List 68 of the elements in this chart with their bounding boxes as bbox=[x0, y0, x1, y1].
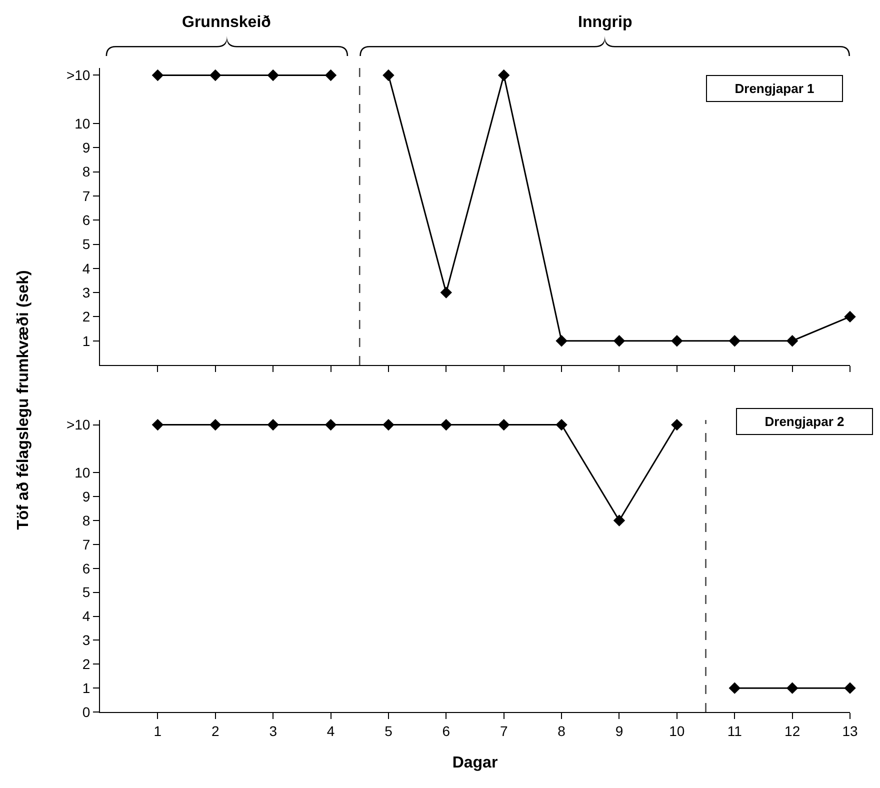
x-tick-label: 5 bbox=[384, 722, 393, 739]
point bbox=[498, 418, 510, 431]
point bbox=[267, 69, 279, 82]
y-tick-label: 6 bbox=[82, 212, 90, 228]
x-tick-label: 10 bbox=[669, 722, 685, 739]
y-tick-label: 4 bbox=[82, 608, 90, 624]
point bbox=[728, 682, 740, 694]
point bbox=[152, 69, 164, 82]
point bbox=[728, 335, 740, 347]
point bbox=[671, 335, 683, 347]
y-axis-title: Töf að félagslegu frumkvæði (sek) bbox=[15, 270, 33, 530]
y-tick-label: 6 bbox=[82, 560, 90, 576]
x-tick-label: 11 bbox=[727, 722, 742, 739]
x-axis-title: Dagar bbox=[452, 754, 498, 772]
x-tick-label: 3 bbox=[269, 722, 278, 739]
y-tick-label: 8 bbox=[82, 512, 90, 528]
y-tick-label: 3 bbox=[82, 284, 90, 300]
annotation: Drengjapar 2 bbox=[764, 414, 844, 429]
point bbox=[210, 69, 222, 82]
point bbox=[613, 514, 626, 526]
y-tick-label: 9 bbox=[82, 488, 90, 504]
y-tick-label: 9 bbox=[82, 140, 90, 156]
y-tick-label: 7 bbox=[82, 536, 90, 552]
y-tick-label: 5 bbox=[82, 584, 90, 600]
point bbox=[844, 682, 856, 694]
point bbox=[786, 682, 798, 694]
annotation: Drengjapar 1 bbox=[734, 81, 814, 96]
y-tick-label: >10 bbox=[66, 416, 90, 433]
point bbox=[267, 418, 279, 431]
y-tick-label: >10 bbox=[66, 67, 90, 84]
y-tick-label: 10 bbox=[74, 115, 90, 132]
y-tick-label: 0 bbox=[82, 704, 90, 720]
point bbox=[786, 335, 798, 347]
point bbox=[324, 418, 337, 431]
point bbox=[556, 418, 568, 431]
point bbox=[210, 418, 222, 431]
point bbox=[382, 418, 394, 431]
x-tick-label: 9 bbox=[615, 722, 624, 739]
x-tick-label: 4 bbox=[326, 722, 335, 739]
x-tick-label: 8 bbox=[558, 722, 566, 739]
point bbox=[440, 418, 452, 431]
y-tick-label: 2 bbox=[82, 656, 90, 672]
point bbox=[440, 286, 452, 298]
point bbox=[556, 335, 568, 347]
y-tick-label: 3 bbox=[82, 632, 90, 648]
text: Inngrip bbox=[578, 14, 632, 31]
x-tick-label: 2 bbox=[211, 722, 220, 739]
y-tick-label: 1 bbox=[82, 332, 90, 349]
point bbox=[613, 335, 626, 347]
y-tick-label: 7 bbox=[82, 188, 90, 204]
y-tick-label: 10 bbox=[74, 464, 90, 481]
x-tick-label: 12 bbox=[784, 722, 800, 739]
x-tick-label: 6 bbox=[442, 722, 450, 739]
text: Grunnskeið bbox=[182, 14, 272, 31]
y-tick-label: 5 bbox=[82, 236, 90, 252]
point bbox=[152, 418, 164, 431]
y-tick-label: 2 bbox=[82, 308, 90, 325]
point bbox=[382, 69, 394, 82]
point bbox=[324, 69, 337, 82]
x-tick-label: 7 bbox=[500, 722, 508, 739]
y-tick-label: 4 bbox=[82, 260, 90, 276]
y-tick-label: 1 bbox=[82, 680, 90, 696]
y-tick-label: 8 bbox=[82, 164, 90, 180]
x-tick-label: 13 bbox=[842, 722, 858, 739]
x-tick-label: 1 bbox=[154, 722, 162, 739]
point bbox=[671, 418, 683, 431]
point bbox=[844, 310, 856, 323]
point bbox=[498, 69, 510, 82]
